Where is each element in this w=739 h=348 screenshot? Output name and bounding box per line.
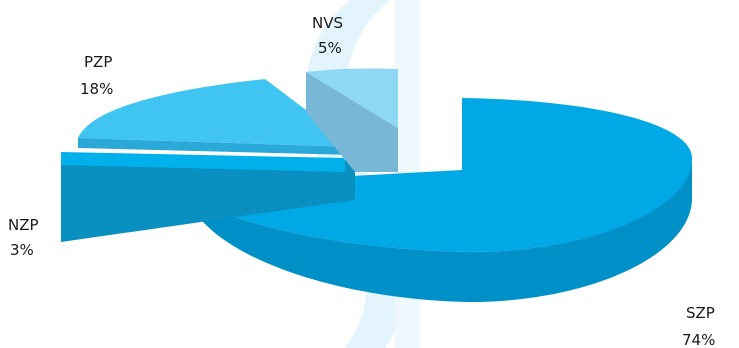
slice-szp-side [185, 158, 692, 302]
slice-label-nzp: NZP [8, 216, 39, 234]
slice-label-pzp: PZP [84, 53, 112, 71]
slice-pct-pzp: 18% [80, 80, 113, 98]
slice-nvs-top [306, 68, 398, 128]
slice-label-nvs: NVS [312, 14, 343, 32]
slice-pzp [78, 79, 355, 175]
slice-nvs-side [306, 72, 398, 172]
slice-pct-szp: 74% [682, 331, 715, 348]
slice-pzp-side [78, 138, 355, 175]
slice-pct-nvs: 5% [318, 39, 342, 57]
slice-pzp-top [78, 79, 355, 147]
slice-label-szp: SZP [686, 304, 715, 322]
slice-szp [185, 98, 692, 302]
slice-nzp [61, 152, 355, 242]
slice-nzp-side [61, 160, 355, 242]
slice-szp-top [185, 98, 692, 252]
slice-nzp-top [61, 152, 345, 172]
slice-nvs [306, 68, 398, 172]
slice-pct-nzp: 3% [10, 241, 34, 259]
